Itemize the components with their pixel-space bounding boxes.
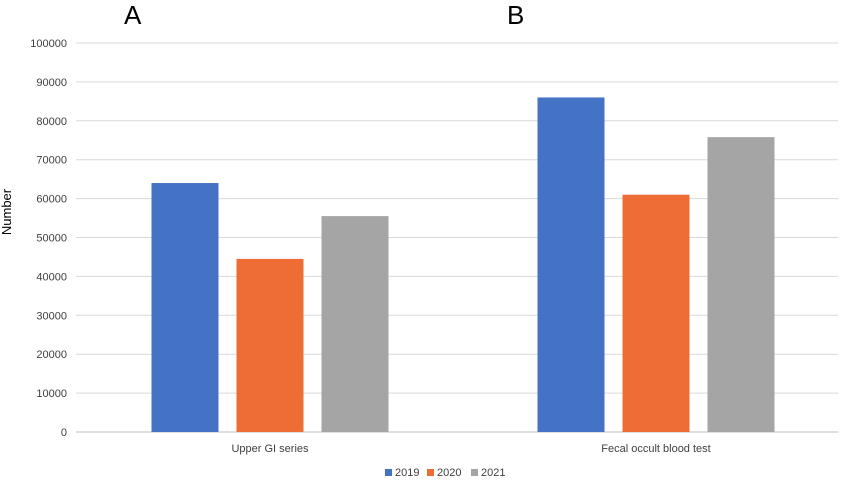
legend-label-2019: 2019 (395, 467, 419, 479)
bar-2020-upper-gi-series (236, 258, 304, 432)
legend-swatch-2019 (385, 469, 392, 476)
x-tick-label-upper-gi-series: Upper GI series (231, 443, 309, 455)
bar-2019-fecal-occult-blood-test (537, 97, 605, 433)
legend-swatch-2020 (427, 469, 434, 476)
y-tick-label-10000: 10000 (36, 388, 67, 400)
legend-label-2020: 2020 (437, 467, 461, 479)
legend: 2019 2020 2021 (385, 467, 505, 479)
x-tick-label-fecal-occult-blood-test: Fecal occult blood test (601, 443, 710, 455)
y-tick-label-0: 0 (61, 427, 67, 439)
y-tick-label-40000: 40000 (36, 271, 67, 283)
y-tick-label-30000: 30000 (36, 310, 67, 322)
panel-label-b: B (507, 0, 524, 30)
y-axis-ticks: 0 10000 20000 30000 40000 50000 60000 70000 8000… (30, 38, 67, 439)
bar-2020-fecal-occult-blood-test (622, 194, 690, 432)
bar-2021-upper-gi-series (321, 216, 389, 432)
y-axis-label: Number (0, 188, 14, 235)
bar-2019-upper-gi-series (151, 183, 219, 432)
x-axis-ticks: Upper GI series Fecal occult blood test (231, 443, 710, 455)
legend-swatch-2021 (471, 469, 478, 476)
y-tick-label-60000: 60000 (36, 194, 67, 206)
legend-label-2021: 2021 (481, 467, 505, 479)
y-tick-label-100000: 100000 (30, 38, 67, 50)
panel-label-a: A (124, 0, 142, 30)
bars (151, 97, 775, 433)
y-tick-label-20000: 20000 (36, 349, 67, 361)
y-tick-label-80000: 80000 (36, 116, 67, 128)
y-tick-label-90000: 90000 (36, 77, 67, 89)
y-tick-label-50000: 50000 (36, 233, 67, 245)
bar-2021-fecal-occult-blood-test (707, 137, 775, 432)
y-tick-label-70000: 70000 (36, 155, 67, 167)
